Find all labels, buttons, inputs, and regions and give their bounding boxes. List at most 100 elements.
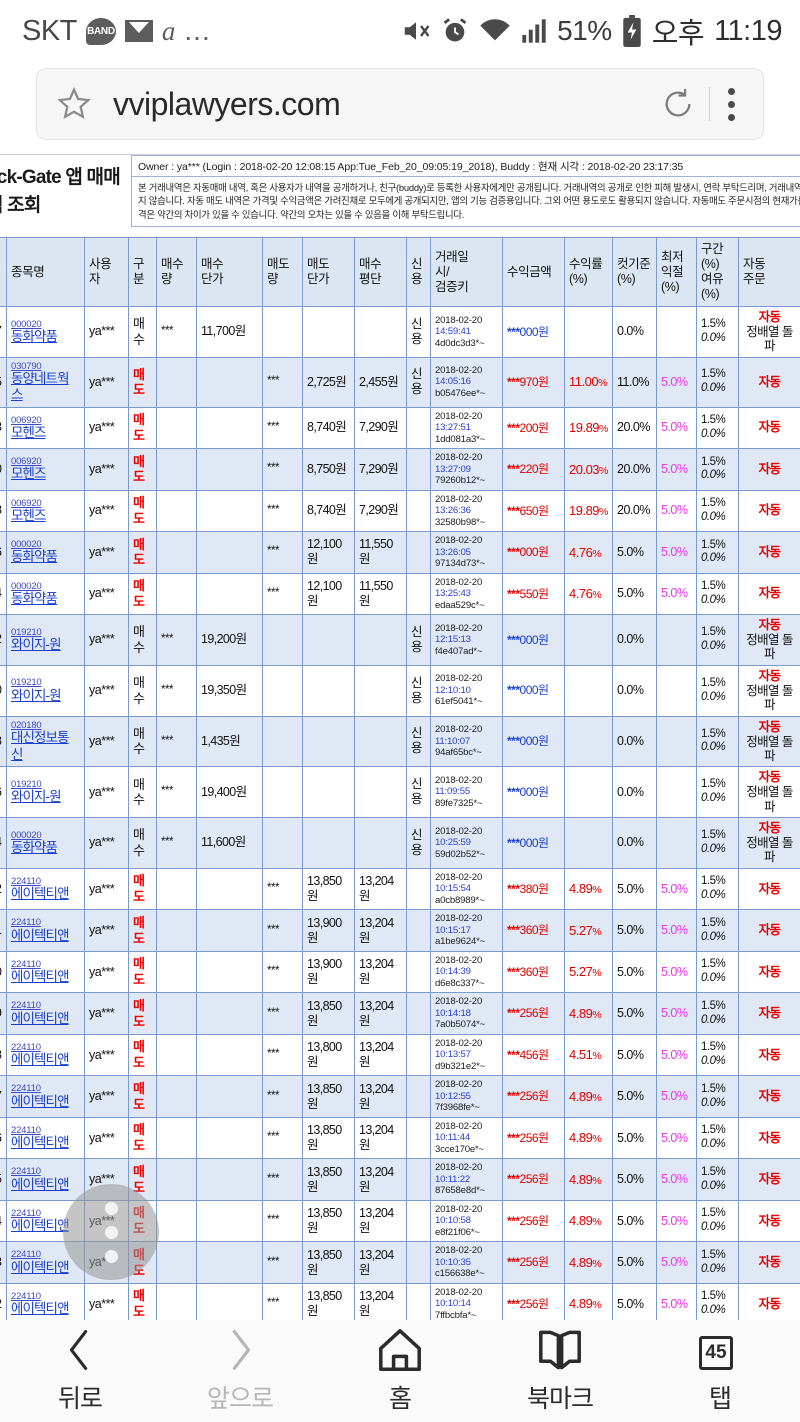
table-row[interactable]: 1224110에이텍티앤ya***매 도***13,900 원13,204 원2… bbox=[0, 909, 800, 952]
stock-name-cell[interactable]: 019210 와이지-원 bbox=[6, 614, 85, 666]
stock-name-cell[interactable]: 000020 동화약품 bbox=[6, 531, 85, 574]
buy-price-cell: 11,700원 bbox=[196, 306, 263, 358]
nav-bookmark-button[interactable]: 북마크 bbox=[480, 1327, 640, 1415]
auto-order-cell[interactable]: 자동 bbox=[738, 909, 800, 952]
stock-name-cell[interactable]: 224110 에이텍티앤 bbox=[6, 1033, 85, 1077]
auto-order-cell[interactable]: 자동 bbox=[738, 1075, 800, 1118]
credit-cell: 신 용 bbox=[406, 664, 431, 717]
auto-order-cell[interactable]: 자동 bbox=[738, 1282, 800, 1326]
nav-home-button[interactable]: 홈 bbox=[320, 1327, 480, 1415]
stock-name-cell[interactable]: 019210 와이지-원 bbox=[6, 664, 85, 717]
buy-price-cell bbox=[196, 1033, 263, 1077]
table-row[interactable]: 0006920모헨즈ya***매 도***8,750원7,290원2018-02… bbox=[0, 448, 800, 491]
credit-cell bbox=[406, 531, 431, 574]
cut-standard-cell: 5.0% bbox=[612, 1199, 657, 1243]
auto-order-cell[interactable]: 자동 bbox=[738, 1158, 800, 1201]
buy-price-cell bbox=[196, 867, 263, 911]
auto-order-cell[interactable]: 자동 bbox=[738, 950, 800, 994]
table-row[interactable]: 7224110에이텍티앤ya***매 도***13,850 원13,204 원2… bbox=[0, 1075, 800, 1118]
auto-order-cell[interactable]: 자동 bbox=[738, 1116, 800, 1160]
stock-name-cell[interactable]: 224110 에이텍티앤 bbox=[6, 909, 85, 952]
stock-name-cell[interactable]: 224110 에이텍티앤 bbox=[6, 992, 85, 1035]
kebab-menu-icon[interactable] bbox=[722, 84, 747, 125]
stock-name-cell[interactable]: 019210 와이지-원 bbox=[6, 766, 85, 819]
table-row[interactable]: 6224110에이텍티앤ya***매 도***13,850 원13,204 원2… bbox=[0, 1116, 800, 1160]
auto-order-cell[interactable]: 자동 bbox=[738, 489, 800, 533]
profit-amount-cell: ***256원 bbox=[502, 1241, 565, 1284]
profit-amount-cell: ***380원 bbox=[502, 867, 565, 911]
stock-name-cell[interactable]: 224110 에이텍티앤 bbox=[6, 1158, 85, 1201]
auto-order-cell[interactable]: 자동 bbox=[738, 448, 800, 491]
auto-order-cell[interactable]: 자동 bbox=[738, 531, 800, 574]
table-row[interactable]: 9224110에이텍티앤ya***매 도***13,850 원13,204 원2… bbox=[0, 992, 800, 1035]
table-row[interactable]: 5224110에이텍티앤ya***매 도***13,850 원13,204 원2… bbox=[0, 1158, 800, 1201]
auto-order-cell[interactable]: 자동 정배열 돌 파 bbox=[738, 766, 800, 819]
stock-name-cell[interactable]: 030790 동양네트웍스 bbox=[6, 356, 85, 408]
auto-order-cell[interactable]: 자동 bbox=[738, 406, 800, 450]
table-row[interactable]: 0224110에이텍티앤ya***매 도***13,900 원13,204 원2… bbox=[0, 950, 800, 994]
cut-standard-cell: 0.0% bbox=[612, 817, 657, 869]
nav-back-button[interactable]: 뒤로 bbox=[0, 1327, 160, 1415]
table-row[interactable]: 3006920모헨즈ya***매 도***8,740원7,290원2018-02… bbox=[0, 406, 800, 450]
stock-name-cell[interactable]: 224110 에이텍티앤 bbox=[6, 1116, 85, 1160]
stock-name-cell[interactable]: 006920 모헨즈 bbox=[6, 489, 85, 533]
stock-name-cell[interactable]: 000020 동화약품 bbox=[6, 306, 85, 358]
trade-type-cell: 매 수 bbox=[128, 766, 157, 819]
table-row[interactable]: 8224110에이텍티앤ya***매 도***13,800 원13,204 원2… bbox=[0, 1033, 800, 1077]
stock-name-cell[interactable]: 000020 동화약품 bbox=[6, 572, 85, 616]
min-profit-cell: 5.0% bbox=[656, 1199, 697, 1243]
auto-order-cell[interactable]: 자동 정배열 돌 파 bbox=[738, 817, 800, 869]
stock-name-cell[interactable]: 020180 대신정보통신 bbox=[6, 715, 85, 768]
table-row[interactable]: 6000020동화약품ya***매 도***12,100 원11,550 원20… bbox=[0, 531, 800, 574]
url-text[interactable]: vviplawyers.com bbox=[113, 85, 341, 122]
table-row[interactable]: 8006920모헨즈ya***매 도***8,740원7,290원2018-02… bbox=[0, 489, 800, 533]
stock-name-cell[interactable]: 224110 에이텍티앤 bbox=[6, 950, 85, 994]
buy-price-cell bbox=[196, 950, 263, 994]
auto-order-cell[interactable]: 자동 정배열 돌 파 bbox=[738, 664, 800, 717]
table-row[interactable]: 4000020동화약품ya***매 도***12,100 원11,550 원20… bbox=[0, 572, 800, 616]
auto-order-cell[interactable]: 자동 정배열 돌 파 bbox=[738, 614, 800, 666]
buy-qty-cell bbox=[156, 572, 197, 616]
datetime-key-cell: 2018-02-20 10:14:18 7a0b5074*~ bbox=[430, 992, 503, 1035]
stock-name-cell[interactable]: 224110 에이텍티앤 bbox=[6, 1282, 85, 1326]
profit-rate-cell bbox=[564, 766, 613, 819]
cut-standard-cell: 5.0% bbox=[612, 1282, 657, 1326]
nav-tabs-button[interactable]: 45 탭 bbox=[640, 1327, 800, 1415]
datetime-key-cell: 2018-02-20 13:26:05 97134d73*~ bbox=[430, 531, 503, 574]
stock-name-cell[interactable]: 224110 에이텍티앤 bbox=[6, 867, 85, 911]
profit-rate-cell: 4.89% bbox=[564, 1158, 613, 1201]
auto-order-cell[interactable]: 자동 bbox=[738, 992, 800, 1035]
table-row[interactable]: 2224110에이텍티앤ya***매 도***13,850 원13,204 원2… bbox=[0, 867, 800, 911]
auto-order-cell[interactable]: 자동 정배열 돌 파 bbox=[738, 715, 800, 768]
min-profit-cell: 5.0% bbox=[656, 531, 697, 574]
status-bar-right: 51% 오후 11:19 bbox=[401, 10, 782, 52]
stock-name-cell[interactable]: 000020 동화약품 bbox=[6, 817, 85, 869]
auto-order-cell[interactable]: 자동 bbox=[738, 356, 800, 408]
trade-type-cell: 매 도 bbox=[128, 448, 157, 491]
auto-order-cell[interactable]: 자동 bbox=[738, 1033, 800, 1077]
clock-time: 11:19 bbox=[714, 14, 782, 47]
auto-order-cell[interactable]: 자동 bbox=[738, 1241, 800, 1284]
url-bar[interactable]: vviplawyers.com bbox=[36, 68, 764, 140]
stock-name-cell[interactable]: 224110 에이텍티앤 bbox=[6, 1075, 85, 1118]
auto-order-cell[interactable]: 자동 bbox=[738, 1199, 800, 1243]
datetime-key-cell: 2018-02-20 13:25:43 edaa529c*~ bbox=[430, 572, 503, 616]
star-icon[interactable] bbox=[55, 85, 93, 123]
nav-forward-button[interactable]: 앞으로 bbox=[160, 1327, 320, 1415]
auto-order-cell[interactable]: 자동 bbox=[738, 867, 800, 911]
reload-icon[interactable] bbox=[661, 87, 695, 121]
auto-order-cell[interactable]: 자동 정배열 돌 파 bbox=[738, 306, 800, 358]
table-row[interactable]: 2224110에이텍티앤ya***매 도***13,850 원13,204 원2… bbox=[0, 1282, 800, 1326]
stock-name-cell[interactable]: 006920 모헨즈 bbox=[6, 406, 85, 450]
stock-name-cell[interactable]: 006920 모헨즈 bbox=[6, 448, 85, 491]
floating-menu-button[interactable] bbox=[63, 1184, 159, 1280]
auto-order-cell[interactable]: 자동 bbox=[738, 572, 800, 616]
nav-bookmark-label: 북마크 bbox=[526, 1385, 594, 1413]
